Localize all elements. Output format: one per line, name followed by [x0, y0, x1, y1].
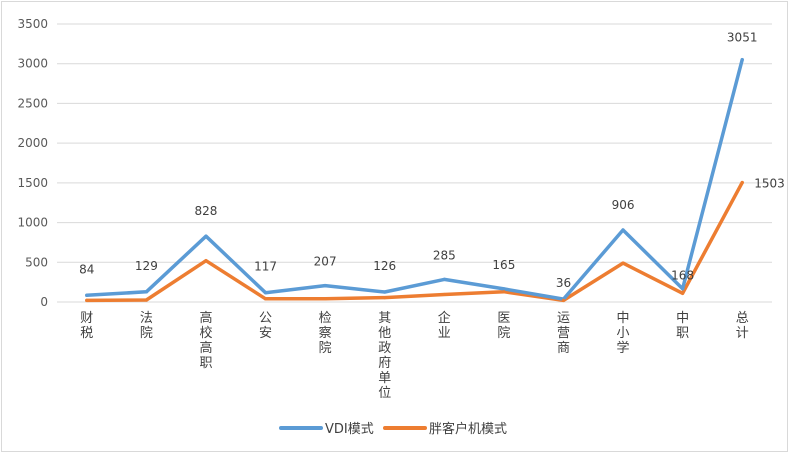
y-tick-label: 2000 — [17, 136, 48, 150]
x-tick-label: 医院 — [497, 311, 510, 341]
y-tick-label: 2500 — [17, 96, 48, 110]
data-point-vdi — [144, 290, 148, 294]
data-point-fat-client — [621, 261, 625, 265]
data-label-vdi: 3051 — [727, 31, 758, 45]
data-point-fat-client — [85, 298, 89, 303]
data-label-fat-client: 1503 — [754, 177, 785, 191]
y-tick-label: 500 — [25, 255, 48, 269]
x-tick-label: 其他政府单位 — [378, 311, 391, 401]
y-tick-label: 0 — [40, 295, 48, 309]
data-point-fat-client — [681, 291, 685, 295]
x-tick-label: 高校高职 — [199, 310, 212, 371]
data-label-vdi: 207 — [314, 255, 337, 269]
data-point-fat-client — [204, 259, 208, 263]
data-point-vdi — [383, 290, 387, 294]
data-label-vdi: 36 — [556, 276, 571, 290]
legend-label-fat-client: 胖客户机模式 — [429, 421, 507, 437]
series-line-fat-client — [85, 180, 744, 303]
x-tick-label: 总计 — [736, 311, 749, 341]
data-point-fat-client — [383, 296, 387, 300]
data-point-fat-client — [323, 297, 327, 301]
x-tick-label: 财税 — [80, 311, 93, 341]
x-tick-label: 企业 — [438, 310, 451, 341]
data-label-vdi: 126 — [373, 259, 396, 273]
data-label-vdi: 168 — [671, 269, 694, 283]
data-point-vdi — [740, 58, 744, 62]
data-label-vdi: 828 — [195, 204, 218, 218]
x-tick-label: 法院 — [140, 311, 153, 341]
x-tick-label: 中职 — [676, 311, 689, 341]
legend-label-vdi: VDI模式 — [325, 422, 374, 437]
y-tick-label: 3000 — [17, 57, 48, 71]
data-point-fat-client — [442, 292, 446, 297]
data-label-vdi: 906 — [612, 198, 635, 212]
data-label-vdi: 117 — [254, 260, 277, 274]
data-label-vdi: 165 — [492, 258, 515, 272]
data-point-vdi — [263, 291, 268, 295]
data-point-vdi — [204, 234, 208, 238]
data-point-fat-client — [502, 290, 506, 294]
x-tick-label: 检察院 — [319, 311, 332, 356]
x-tick-label: 运营商 — [557, 311, 570, 356]
data-point-fat-client — [740, 181, 744, 185]
data-point-fat-client — [263, 297, 268, 301]
data-point-vdi — [85, 293, 89, 297]
y-tick-label: 1500 — [17, 176, 48, 190]
series-line-vdi — [85, 57, 744, 301]
data-point-vdi — [323, 283, 327, 288]
data-label-vdi: 129 — [135, 259, 158, 273]
data-point-vdi — [621, 228, 625, 232]
data-point-vdi — [681, 287, 685, 291]
data-point-fat-client — [561, 298, 566, 303]
y-tick-label: 3500 — [17, 17, 48, 31]
data-label-vdi: 84 — [79, 262, 94, 276]
x-tick-label: 公安 — [259, 311, 272, 341]
data-point-fat-client — [144, 298, 148, 302]
data-label-vdi: 285 — [433, 248, 456, 262]
y-tick-label: 1000 — [17, 216, 48, 230]
data-point-vdi — [502, 287, 506, 291]
data-point-vdi — [442, 277, 446, 281]
x-tick-label: 中小学 — [617, 311, 630, 356]
